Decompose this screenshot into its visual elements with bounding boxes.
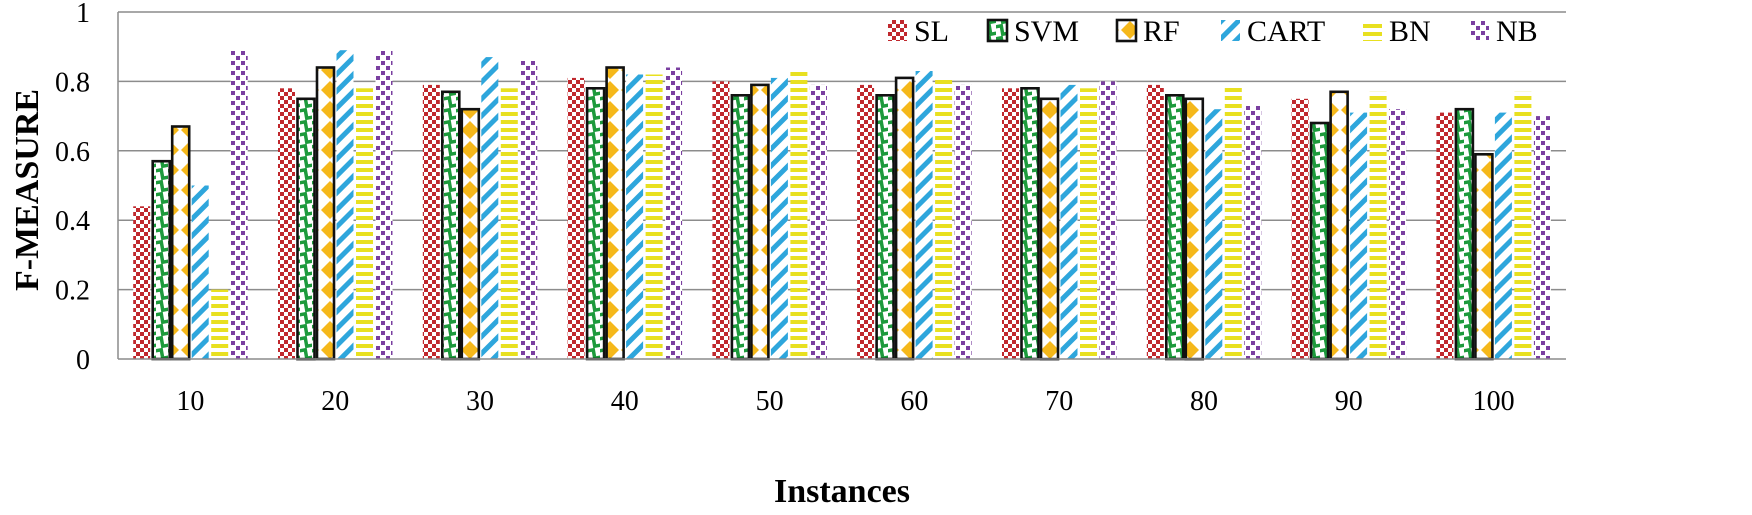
bar-bn-10 — [211, 289, 229, 359]
legend-swatch-bn — [1363, 20, 1382, 41]
bar-svm-70 — [1020, 87, 1040, 361]
x-tick-label: 50 — [756, 386, 784, 417]
bars — [133, 50, 1551, 361]
y-tick-label: 0.6 — [55, 137, 90, 168]
bar-bn-20 — [356, 88, 373, 360]
bar-nb-30 — [520, 60, 538, 359]
bar-svm-10 — [151, 159, 171, 361]
bar-sl-90 — [1291, 98, 1309, 360]
bar-svm-40 — [585, 87, 606, 361]
x-tick-label: 10 — [176, 386, 204, 417]
legend-swatch-cart — [1221, 20, 1240, 41]
y-tick-label: 0.8 — [55, 67, 90, 98]
bar-rf-80 — [1184, 97, 1205, 361]
x-tick-label: 100 — [1473, 386, 1515, 417]
bar-cart-80 — [1205, 109, 1223, 359]
bar-svm-50 — [730, 94, 751, 361]
y-axis-title: F-MEASURE — [9, 89, 46, 291]
bar-cart-90 — [1350, 112, 1368, 359]
x-tick-label: 20 — [321, 386, 349, 417]
legend-swatch-rf — [1115, 18, 1138, 43]
bar-sl-60 — [857, 84, 875, 360]
x-tick-label: 60 — [900, 386, 928, 417]
bar-bn-40 — [645, 74, 663, 359]
x-tick-label: 80 — [1190, 386, 1218, 417]
bar-nb-60 — [954, 84, 972, 360]
bar-cart-40 — [626, 74, 644, 359]
bar-bn-80 — [1224, 84, 1242, 360]
bar-svm-20 — [296, 97, 316, 361]
bar-cart-60 — [915, 71, 933, 359]
bar-nb-100 — [1533, 116, 1551, 359]
bar-nb-80 — [1244, 105, 1262, 359]
bar-sl-30 — [422, 84, 440, 360]
bar-svm-100 — [1454, 107, 1475, 361]
bar-bn-70 — [1080, 88, 1097, 360]
axes — [117, 12, 1566, 360]
y-tick-label: 1 — [76, 0, 90, 29]
legend-swatch-sl — [888, 20, 907, 41]
bar-svm-80 — [1165, 94, 1185, 361]
legend-label-rf: RF — [1143, 15, 1180, 48]
y-tick-label: 0 — [76, 345, 90, 376]
bar-sl-80 — [1146, 84, 1164, 360]
legend-swatch-nb — [1470, 20, 1489, 41]
bar-bn-60 — [935, 77, 953, 360]
bar-nb-10 — [230, 50, 248, 359]
y-tick-label: 0.4 — [55, 206, 90, 237]
bar-rf-90 — [1329, 90, 1349, 361]
bar-rf-30 — [460, 107, 481, 361]
bar-nb-40 — [665, 67, 683, 359]
legend-label-cart: CART — [1247, 15, 1325, 48]
bar-cart-10 — [191, 185, 209, 359]
bar-nb-70 — [1099, 81, 1117, 360]
legend-label-sl: SL — [914, 15, 949, 48]
bar-svm-90 — [1309, 121, 1330, 361]
bar-svm-30 — [440, 90, 461, 361]
bar-svm-60 — [875, 94, 895, 361]
bar-nb-50 — [809, 84, 827, 360]
bar-cart-50 — [770, 77, 788, 360]
x-tick-label: 90 — [1335, 386, 1363, 417]
bar-cart-70 — [1060, 84, 1078, 360]
bar-sl-100 — [1436, 112, 1454, 359]
bar-sl-40 — [567, 77, 585, 360]
legend-label-nb: NB — [1496, 15, 1538, 48]
legend-label-svm: SVM — [1014, 15, 1079, 48]
bar-rf-60 — [894, 76, 915, 361]
bar-rf-20 — [315, 66, 336, 361]
bar-rf-10 — [170, 125, 191, 361]
bar-cart-100 — [1494, 112, 1512, 359]
y-tick-label: 0.2 — [55, 276, 90, 307]
bar-sl-10 — [133, 206, 151, 359]
x-axis-title: Instances — [774, 473, 910, 510]
bar-cart-20 — [336, 50, 354, 359]
bar-nb-20 — [375, 50, 393, 359]
bar-rf-70 — [1039, 97, 1060, 361]
bar-bn-30 — [500, 88, 518, 360]
legend-label-bn: BN — [1389, 15, 1431, 48]
x-tick-label: 70 — [1045, 386, 1073, 417]
bar-cart-30 — [481, 57, 499, 359]
x-tick-label: 40 — [611, 386, 639, 417]
legend: SL SVM RF CART BN NB — [888, 15, 1538, 48]
bar-bn-90 — [1369, 91, 1387, 360]
bar-sl-50 — [712, 81, 730, 360]
bar-sl-20 — [278, 88, 295, 360]
bar-nb-90 — [1389, 109, 1407, 359]
bar-bn-50 — [790, 71, 808, 359]
bar-bn-100 — [1514, 91, 1532, 360]
legend-swatch-svm — [986, 18, 1009, 43]
bar-sl-70 — [1002, 88, 1019, 360]
bar-rf-50 — [750, 83, 770, 361]
tick-labels: 0 0.2 0.4 0.6 0.8 1 10 20 30 40 50 60 70 80 90 100 — [55, 0, 1515, 417]
bar-rf-40 — [605, 66, 625, 361]
bar-rf-100 — [1474, 153, 1494, 361]
x-tick-label: 30 — [466, 386, 494, 417]
